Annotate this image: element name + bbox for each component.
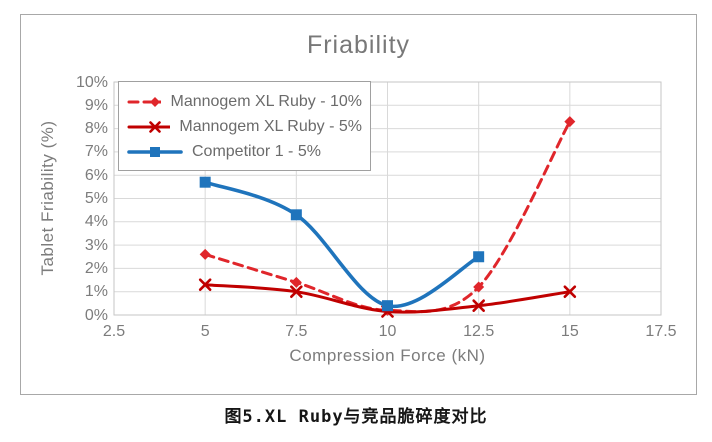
marker-diamond-icon	[473, 281, 485, 293]
marker-diamond-icon	[290, 276, 302, 288]
legend-line-sample-icon	[127, 146, 183, 157]
marker-diamond-icon	[564, 116, 576, 128]
legend-item: Mannogem XL Ruby - 5%	[127, 114, 362, 139]
marker-square-icon	[199, 176, 211, 188]
marker-square-icon	[473, 251, 485, 263]
legend-line-sample-icon	[127, 96, 162, 107]
marker-x-icon	[290, 285, 303, 299]
y-tick-label: 10%	[75, 73, 108, 91]
marker-square-icon	[150, 146, 160, 157]
x-tick-label: 2.5	[102, 323, 126, 340]
x-axis-title: Compression Force (kN)	[289, 346, 486, 365]
y-tick-label: 5%	[84, 190, 108, 207]
x-tick-label: 5	[200, 323, 210, 340]
figure-caption: 图5.XL Ruby与竞品脆碎度对比	[224, 407, 488, 427]
y-tick-label: 0%	[84, 306, 108, 324]
legend-label: Mannogem XL Ruby - 10%	[170, 92, 362, 110]
marker-square-icon	[290, 209, 302, 221]
legend-label: Competitor 1 - 5%	[192, 142, 321, 160]
legend-item: Competitor 1 - 5%	[127, 139, 362, 164]
x-tick-label: 7.5	[285, 323, 308, 340]
x-tick-label: 17.5	[645, 323, 677, 340]
chart-frame: Friability 0% 1% 2% 3% 4% 5% 6% 7% 8% 9% 10% 2.5 5 7…	[20, 14, 697, 395]
y-axis-title: Tablet Friability (%)	[38, 120, 57, 276]
legend-item: Mannogem XL Ruby - 10%	[127, 89, 362, 114]
series-3	[199, 176, 485, 312]
legend-line-sample-icon	[127, 120, 171, 133]
marker-diamond-icon	[199, 248, 211, 260]
y-tick-label: 2%	[84, 259, 108, 277]
marker-x-icon	[563, 285, 577, 299]
legend-label: Mannogem XL Ruby - 5%	[179, 117, 362, 135]
y-tick-label: 7%	[84, 143, 108, 161]
y-tick-label: 6%	[84, 166, 108, 184]
legend: Mannogem XL Ruby - 10% Mannogem XL Ruby -…	[118, 81, 371, 171]
marker-x-icon	[149, 120, 161, 133]
marker-square-icon	[382, 300, 393, 312]
y-tick-label: 8%	[84, 120, 108, 138]
y-tick-label: 9%	[84, 96, 108, 114]
marker-x-icon	[472, 299, 485, 312]
y-tick-label: 4%	[84, 213, 108, 231]
chart-title: Friability	[306, 31, 411, 59]
marker-x-icon	[198, 278, 212, 292]
x-tick-label: 12.5	[463, 323, 495, 340]
x-tick-label: 15	[560, 323, 579, 340]
y-tick-label: 1%	[84, 283, 108, 301]
marker-diamond-icon	[150, 96, 160, 107]
x-tick-label: 10	[378, 323, 397, 340]
y-tick-label: 3%	[84, 236, 108, 254]
